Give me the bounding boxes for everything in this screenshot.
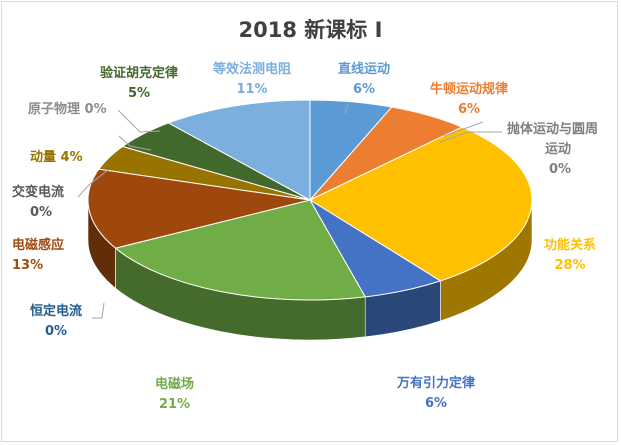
leader-line-3 bbox=[439, 131, 502, 143]
label-diancichang-name: 电磁场 bbox=[155, 377, 195, 392]
label-diancichang-value: 21% bbox=[158, 397, 191, 412]
leader-line-1 bbox=[344, 102, 349, 115]
label-paoti-name-1: 抛体运动与圆周 bbox=[507, 122, 599, 137]
pie-slices bbox=[87, 99, 533, 301]
leader-line-7 bbox=[92, 302, 105, 319]
label-paoti: 抛体运动与圆周 运动 0% bbox=[507, 120, 598, 180]
label-niudun: 牛顿运动规律 6% bbox=[430, 80, 508, 120]
label-yuanzi: 原子物理 0% bbox=[28, 100, 107, 120]
label-huke-value: 5% bbox=[127, 86, 151, 101]
leader-lines bbox=[77, 102, 502, 319]
leader-line-2 bbox=[443, 121, 484, 137]
label-zhixian-name: 直线运动 bbox=[338, 62, 391, 77]
label-dongliang-value: 4% bbox=[60, 150, 83, 165]
pie-slice-13 bbox=[167, 99, 311, 201]
label-huke-name: 验证胡克定律 bbox=[100, 66, 179, 81]
label-jiaobian-name: 交变电流 bbox=[12, 185, 65, 200]
label-niudun-name: 牛顿运动规律 bbox=[430, 82, 509, 97]
label-paoti-name-2: 运动 bbox=[545, 142, 572, 157]
label-diancichang: 电磁场 21% bbox=[155, 375, 194, 415]
label-dengxiao-name: 等效法测电阻 bbox=[213, 62, 292, 77]
label-niudun-value: 6% bbox=[457, 102, 481, 117]
label-hengding-value: 0% bbox=[44, 324, 68, 339]
pie-slice-8 bbox=[87, 168, 311, 249]
label-dengxiao-value: 11% bbox=[236, 82, 268, 97]
leader-line-4 bbox=[118, 135, 152, 151]
label-jiaobian-value: 0% bbox=[30, 205, 53, 220]
label-dongliang: 动量 4% bbox=[30, 148, 83, 168]
label-jiaobian: 交变电流 0% bbox=[12, 183, 64, 223]
label-yuanzi-value: 0% bbox=[84, 102, 107, 117]
label-zhixian-value: 6% bbox=[352, 82, 376, 97]
chart-title: 2018 新课标 Ⅰ bbox=[238, 18, 383, 42]
label-dengxiao: 等效法测电阻 11% bbox=[213, 60, 291, 100]
pie-slice-6 bbox=[114, 199, 367, 301]
label-wanyou-name: 万有引力定律 bbox=[397, 376, 476, 391]
pie-side-walls bbox=[87, 199, 533, 341]
label-diancigan-value: 13% bbox=[12, 258, 44, 273]
label-gongneng: 功能关系 28% bbox=[544, 236, 596, 276]
label-diancigan: 电磁感应 13% bbox=[12, 236, 64, 276]
label-hengding-name: 恒定电流 bbox=[30, 304, 83, 319]
leader-line-6 bbox=[77, 169, 109, 198]
label-wanyou: 万有引力定律 6% bbox=[397, 374, 475, 414]
label-yuanzi-name: 原子物理 bbox=[28, 102, 81, 117]
label-huke: 验证胡克定律 5% bbox=[100, 64, 178, 104]
leader-line-5 bbox=[117, 109, 161, 133]
label-gongneng-name: 功能关系 bbox=[544, 238, 597, 253]
pie-slice-4 bbox=[308, 126, 533, 282]
label-hengding: 恒定电流 0% bbox=[30, 302, 82, 342]
label-dongliang-name: 动量 bbox=[30, 150, 57, 165]
label-diancigan-name: 电磁感应 bbox=[12, 238, 65, 253]
label-zhixian: 直线运动 6% bbox=[338, 60, 390, 100]
label-gongneng-value: 28% bbox=[554, 258, 586, 273]
label-paoti-value: 0% bbox=[549, 162, 572, 177]
label-wanyou-value: 6% bbox=[424, 396, 448, 411]
